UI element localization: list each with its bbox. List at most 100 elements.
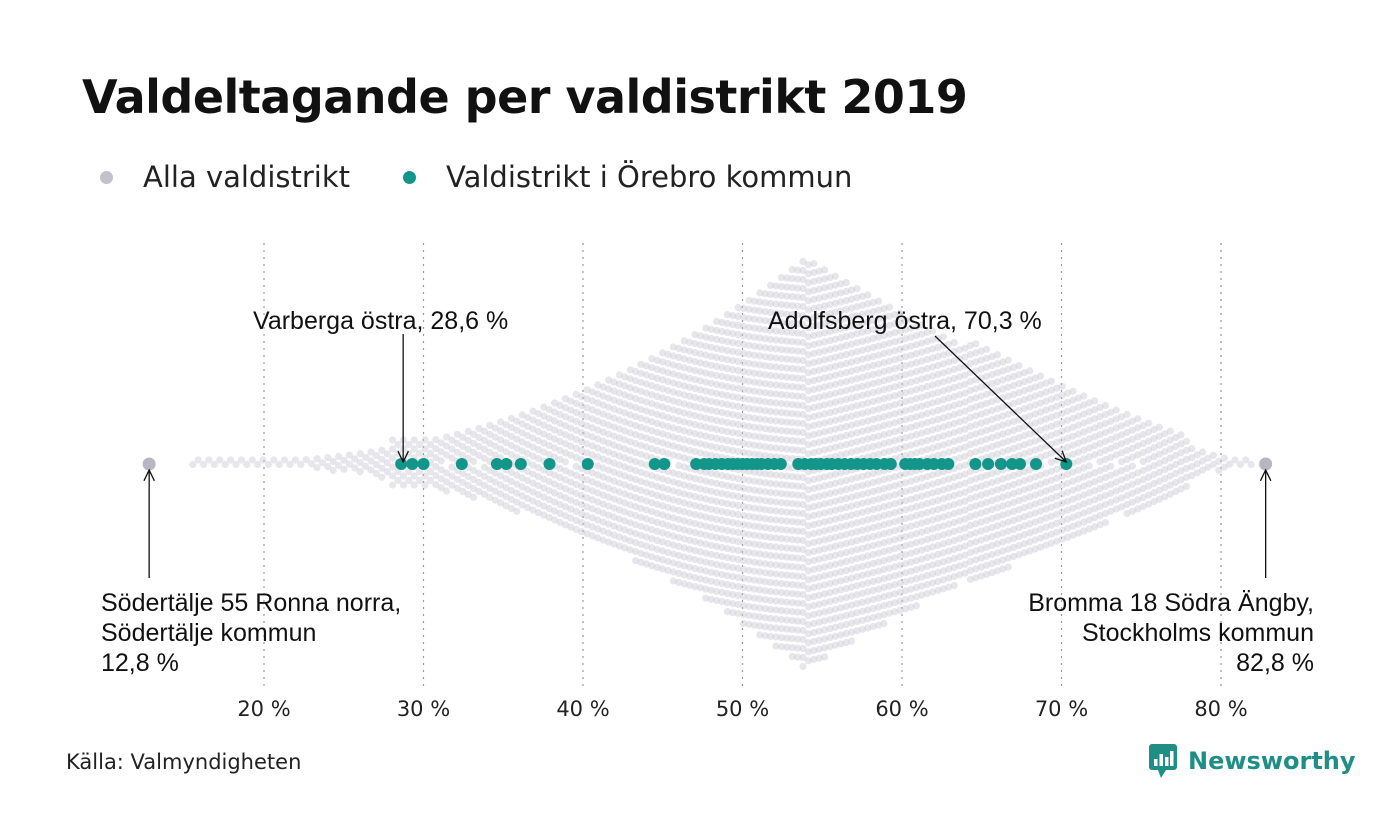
all-district-point <box>772 309 780 317</box>
all-district-point <box>858 490 867 498</box>
all-district-point <box>594 444 602 452</box>
all-district-point <box>772 516 780 524</box>
all-district-point <box>1010 507 1018 515</box>
all-district-point <box>804 315 813 323</box>
all-district-point <box>923 436 931 445</box>
all-district-point <box>1145 473 1153 481</box>
all-district-point <box>826 589 834 597</box>
all-district-point <box>934 577 942 586</box>
all-district-point <box>713 371 721 379</box>
all-district-point <box>956 553 964 561</box>
all-district-point <box>605 421 613 429</box>
all-district-point <box>826 544 834 552</box>
all-district-point <box>939 495 948 503</box>
all-district-point <box>972 547 980 555</box>
all-district-point <box>696 359 705 367</box>
all-district-point <box>880 530 888 538</box>
all-district-point <box>540 502 548 510</box>
all-district-point <box>756 604 764 612</box>
all-district-point <box>686 383 694 391</box>
all-district-point <box>1096 503 1104 511</box>
all-district-point <box>1080 473 1088 481</box>
all-district-point <box>740 358 748 367</box>
all-district-point <box>540 448 548 456</box>
all-district-point <box>918 420 926 428</box>
all-district-point <box>988 524 996 532</box>
all-district-point <box>875 531 883 539</box>
all-district-point <box>977 545 985 553</box>
all-district-point <box>799 347 807 356</box>
all-district-point <box>918 528 926 536</box>
all-district-point <box>740 574 748 583</box>
all-district-point <box>750 324 759 332</box>
all-district-point <box>1053 420 1061 428</box>
all-district-point <box>896 381 904 389</box>
all-district-point <box>1020 486 1028 494</box>
all-district-point <box>594 507 602 515</box>
all-district-point <box>815 654 823 662</box>
all-district-point <box>810 286 818 295</box>
all-district-point <box>853 546 861 554</box>
all-district-point <box>761 344 769 352</box>
all-district-point <box>837 496 845 504</box>
all-district-point <box>804 630 813 638</box>
all-district-point <box>761 515 769 523</box>
all-district-point <box>826 616 834 624</box>
all-district-point <box>826 283 834 291</box>
all-district-point <box>540 403 548 411</box>
all-district-point <box>918 510 926 518</box>
all-district-point <box>1069 405 1077 413</box>
all-district-point <box>777 391 786 399</box>
all-district-point <box>804 549 813 557</box>
all-district-point <box>686 509 694 517</box>
all-district-point <box>578 528 586 536</box>
all-district-point <box>610 396 618 404</box>
all-district-point <box>929 570 937 578</box>
arrow-sodertalje-head <box>143 468 155 482</box>
all-district-point <box>1123 491 1131 500</box>
all-district-point <box>1091 496 1099 504</box>
all-district-point <box>1172 460 1180 469</box>
all-district-point <box>842 422 850 431</box>
orebro-district-point <box>417 458 430 470</box>
all-district-point <box>837 640 845 648</box>
arrow-adolfsberg <box>934 335 1067 463</box>
all-district-point <box>1112 424 1120 432</box>
all-district-point <box>734 447 742 456</box>
all-district-point <box>545 433 553 441</box>
all-district-point <box>885 357 894 365</box>
all-district-point <box>572 489 580 497</box>
all-district-point <box>702 351 710 359</box>
all-district-point <box>275 460 283 469</box>
all-district-point <box>696 557 705 565</box>
all-district-point <box>1031 392 1039 400</box>
all-district-point <box>972 475 980 483</box>
all-district-point <box>821 419 829 427</box>
annotation-arrows <box>143 334 1272 578</box>
all-district-point <box>653 356 661 364</box>
all-district-point <box>977 536 985 544</box>
all-district-point <box>810 439 818 448</box>
all-district-point <box>1074 520 1082 528</box>
all-district-point <box>767 299 775 307</box>
all-district-point <box>961 560 969 568</box>
all-district-point <box>1058 382 1066 390</box>
all-district-point <box>615 425 624 433</box>
all-district-point <box>718 525 726 534</box>
all-district-point <box>864 408 872 416</box>
all-district-point <box>443 451 451 459</box>
all-district-point <box>556 446 564 454</box>
all-district-point <box>1101 455 1109 464</box>
all-district-point <box>723 401 732 409</box>
all-district-point <box>783 526 791 534</box>
all-district-point <box>529 425 537 433</box>
all-district-point <box>524 494 532 503</box>
all-district-point <box>1047 395 1055 403</box>
all-district-point <box>1091 505 1099 513</box>
all-district-point <box>804 495 813 503</box>
all-district-point <box>767 623 775 632</box>
all-district-point <box>977 500 985 508</box>
all-district-point <box>956 571 964 579</box>
all-district-point <box>950 563 958 572</box>
all-district-point <box>858 319 867 327</box>
